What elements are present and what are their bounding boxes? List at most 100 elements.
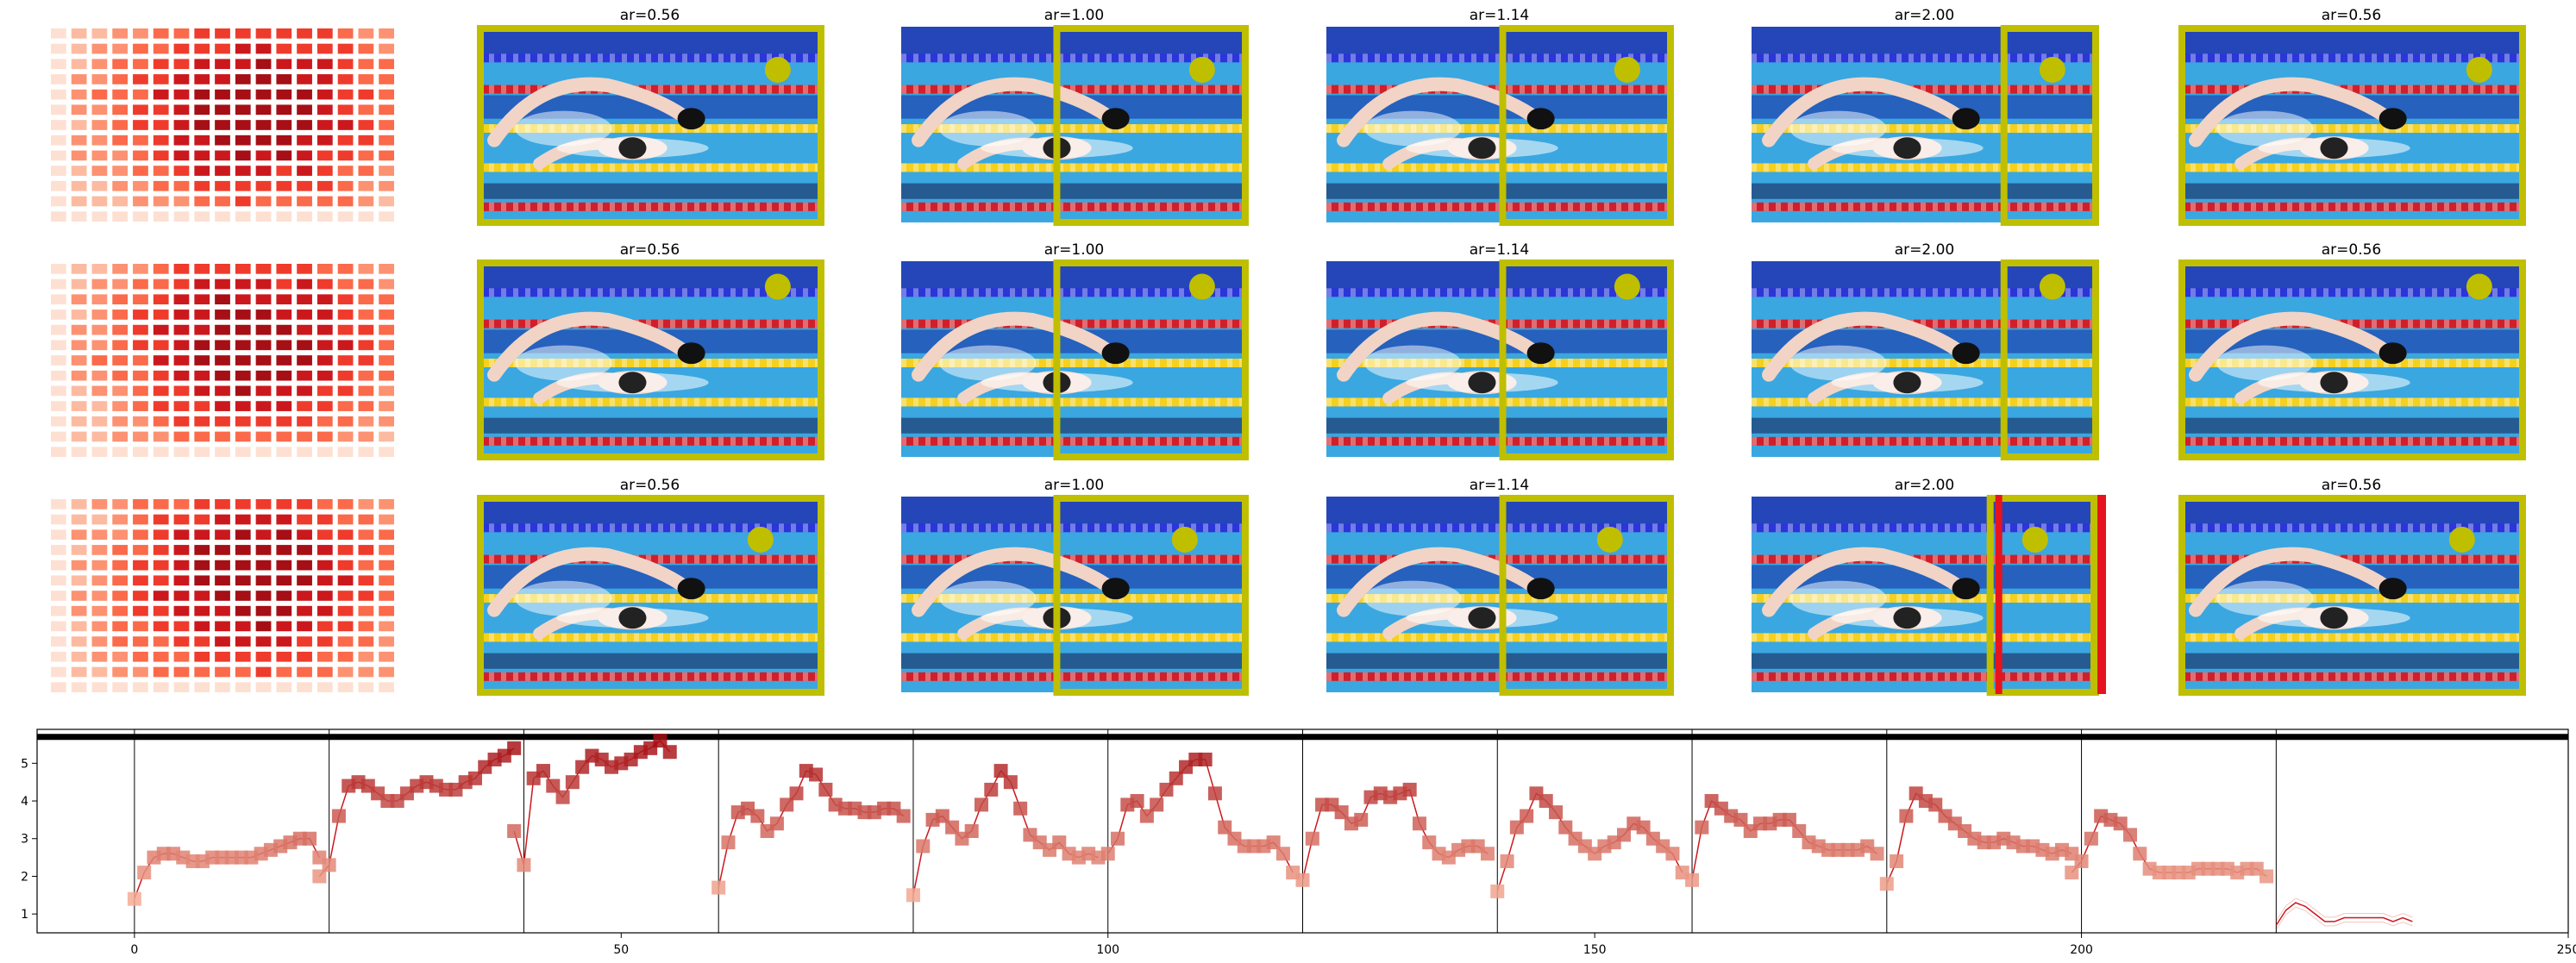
lane-float [1592, 436, 1597, 446]
lane-float [2432, 84, 2437, 94]
lane-float [1119, 53, 1124, 63]
heatmap-cell [133, 591, 148, 601]
lane-float [2468, 397, 2473, 407]
lane-float [1082, 672, 1087, 681]
lane-float [610, 397, 615, 407]
lane-rope [477, 633, 823, 642]
lane-float [694, 84, 699, 94]
lane-float [1483, 124, 1489, 134]
series-band-upper [2275, 897, 2413, 922]
lane-float [2299, 672, 2304, 681]
lane-float [2444, 84, 2449, 94]
heatmap-cell [255, 651, 272, 662]
heatmap-cell [358, 196, 374, 207]
lane-float [1908, 288, 1914, 297]
lane-float [1167, 397, 1172, 407]
lane-rope [901, 436, 1247, 446]
heatmap-cell [358, 560, 374, 571]
heatmap-cell [297, 545, 312, 555]
heatmap-cell [215, 401, 230, 411]
lane-rope [477, 288, 823, 297]
lane-float [1776, 202, 1781, 211]
lane-float [2065, 436, 2071, 446]
lane-float [610, 359, 615, 368]
data-point [575, 760, 590, 774]
lane-float [1836, 436, 1841, 446]
lane-float [501, 436, 506, 446]
lane-rope [1752, 163, 2097, 172]
heatmap-cell [194, 166, 210, 176]
lane-float [1580, 84, 1585, 94]
lane-float [1896, 672, 1902, 681]
heatmap-cell [297, 278, 312, 290]
lane-float [1872, 288, 1877, 297]
heatmap-cell [317, 340, 333, 351]
lane-rope [1752, 359, 2097, 368]
lane-rope [1752, 124, 2097, 134]
lane-float [1010, 672, 1015, 681]
lane-float [1872, 397, 1877, 407]
lane-float [1058, 163, 1063, 172]
heatmap-cell [379, 89, 394, 100]
heatmap-cell [133, 310, 148, 320]
lane-float [646, 359, 651, 368]
lane-float [634, 288, 639, 297]
heatmap-cell [51, 340, 66, 351]
lane-float [1616, 554, 1621, 564]
heatmap-cell [112, 89, 128, 100]
lane-float [2408, 523, 2413, 533]
heatmap-cell [317, 385, 333, 397]
lane-float [2078, 397, 2083, 407]
lane-float [1203, 672, 1208, 681]
lane-float [2492, 523, 2498, 533]
heatmap-cell [297, 605, 312, 616]
lane-float [1532, 594, 1537, 603]
lane-float [1520, 672, 1525, 681]
heatmap-cell [358, 636, 374, 647]
lane-float [646, 53, 651, 63]
lane-float [2347, 84, 2353, 94]
lane-band [2178, 417, 2524, 434]
heatmap-cell [379, 355, 394, 366]
data-point [2259, 869, 2274, 884]
lane-float [1411, 202, 1416, 211]
lane-float [1764, 124, 1769, 134]
lane-float [2041, 53, 2046, 63]
lane-float [2384, 84, 2389, 94]
lane-float [1507, 436, 1513, 446]
lane-float [2384, 163, 2389, 172]
heatmap-cell [379, 278, 394, 290]
heatmap-cell [194, 196, 210, 207]
lane-float [1945, 554, 1950, 564]
lane-float [2191, 124, 2196, 134]
lane-float [1326, 672, 1332, 681]
lane-float [1981, 672, 1986, 681]
heatmap-cell [358, 575, 374, 586]
lane-float [489, 163, 494, 172]
heatmap-cell [71, 166, 87, 176]
lane-float [2444, 202, 2449, 211]
lane-float [1776, 319, 1781, 328]
heatmap-cell [235, 416, 251, 427]
heatmap-cell [317, 370, 333, 381]
lane-float [1070, 84, 1075, 94]
lane-float [767, 436, 772, 446]
lane-float [2005, 124, 2010, 134]
heatmap-cell [153, 278, 169, 290]
heatmap [51, 28, 394, 222]
lane-float [1459, 523, 1464, 533]
heatmap-cell [51, 545, 66, 555]
lane-float [925, 53, 931, 63]
data-point [1198, 752, 1213, 766]
lane-float [670, 397, 675, 407]
lane-float [2384, 633, 2389, 642]
heatmap-cell [51, 447, 66, 457]
lane-float [2492, 633, 2498, 642]
lane-float [1507, 84, 1513, 94]
lane-float [489, 84, 494, 94]
data-point [303, 831, 317, 846]
heatmap-cell [71, 651, 87, 662]
heatmap-cell [255, 310, 272, 320]
heatmap-cell [173, 150, 190, 161]
heatmap-cell [276, 340, 292, 351]
